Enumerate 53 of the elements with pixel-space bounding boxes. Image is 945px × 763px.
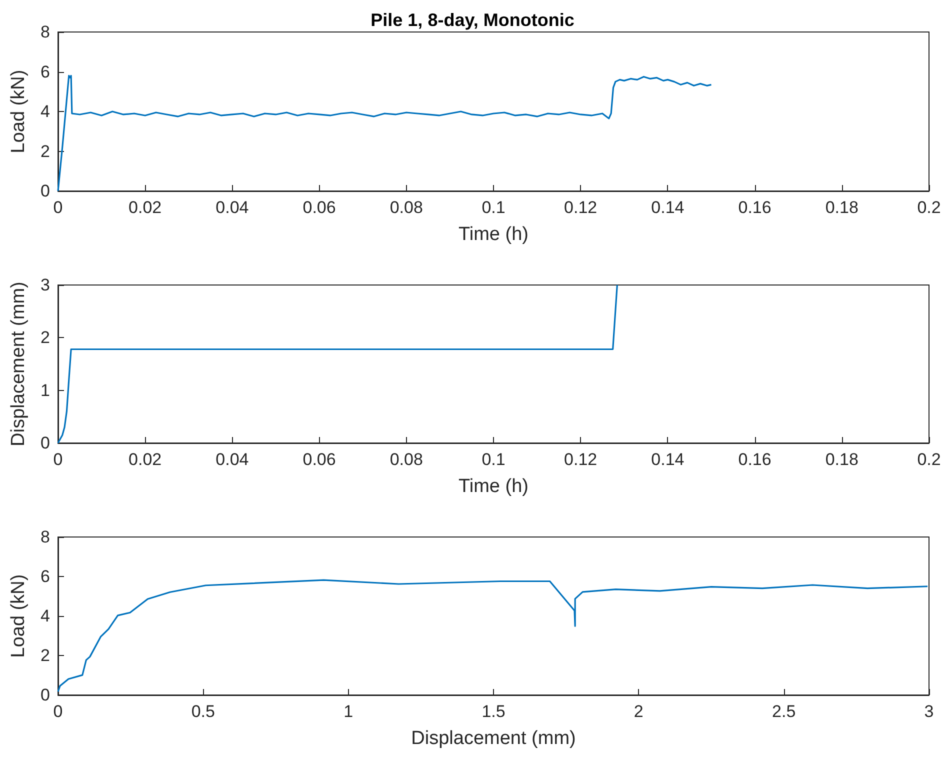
x-tick-label: 0.04 [216, 198, 249, 217]
chart-title: Pile 1, 8-day, Monotonic [370, 10, 574, 30]
x-tick-label: 0.1 [482, 198, 506, 217]
line-series [57, 74, 712, 192]
x-tick-label: 0.1 [482, 450, 506, 469]
x-tick-label: 0.14 [651, 198, 684, 217]
y-tick-label: 1 [40, 380, 50, 400]
x-tick-label: 3 [924, 702, 934, 721]
x-tick-label: 0 [53, 198, 63, 217]
x-tick-label: 0.06 [302, 198, 336, 217]
y-tick-label: 6 [40, 62, 50, 82]
x-axis-title: Time (h) [458, 476, 529, 497]
y-axis-title: Load (kN) [8, 70, 29, 154]
y-axis-title: Load (kN) [8, 574, 29, 658]
line-series [57, 579, 928, 692]
x-tick-label: 0.08 [390, 198, 423, 217]
x-tick-label: 0 [53, 450, 63, 469]
y-tick-label: 4 [40, 606, 50, 626]
y-tick-label: 4 [40, 102, 50, 121]
x-tick-label: 2.5 [772, 702, 796, 721]
x-axis-title: Displacement (mm) [411, 728, 576, 749]
x-tick-label: 0.18 [825, 450, 858, 469]
x-tick-label: 0 [53, 702, 63, 721]
y-tick-label: 2 [40, 328, 50, 348]
y-tick-label: 2 [40, 142, 50, 161]
x-tick-label: 1 [344, 702, 354, 721]
x-tick-label: 0.02 [128, 198, 162, 217]
x-tick-label: 0.04 [216, 450, 249, 469]
x-tick-label: 0.02 [128, 450, 162, 469]
y-tick-label: 8 [40, 528, 50, 546]
x-axis-title: Time (h) [458, 224, 529, 245]
y-tick-label: 2 [40, 646, 50, 665]
x-tick-label: 0.08 [390, 450, 423, 469]
y-tick-label: 0 [40, 182, 50, 200]
x-tick-label: 2 [634, 702, 644, 721]
x-tick-label: 0.2 [917, 198, 941, 217]
x-tick-label: 1.5 [482, 702, 506, 721]
y-tick-label: 0 [40, 434, 50, 452]
x-tick-label: 0.5 [191, 702, 215, 721]
y-axis-title: Displacement (mm) [8, 282, 29, 446]
x-tick-label: 0.2 [917, 450, 941, 469]
x-tick-label: 0.12 [564, 198, 598, 217]
line-series [57, 284, 618, 444]
x-tick-label: 0.12 [564, 450, 598, 469]
x-tick-label: 0.16 [738, 198, 772, 217]
x-tick-label: 0.06 [302, 450, 336, 469]
y-tick-label: 0 [40, 686, 50, 704]
x-tick-label: 0.16 [738, 450, 772, 469]
y-tick-label: 3 [40, 276, 50, 294]
x-tick-label: 0.14 [651, 450, 684, 469]
y-tick-label: 8 [40, 22, 50, 42]
x-tick-label: 0.18 [825, 198, 858, 217]
y-tick-label: 6 [40, 567, 50, 586]
